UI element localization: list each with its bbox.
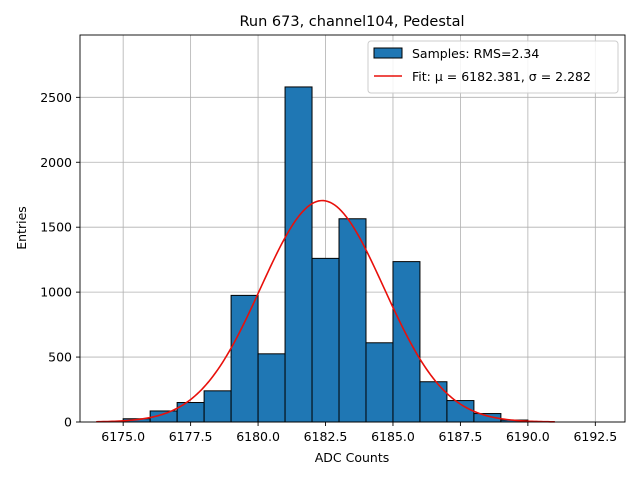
y-tick-label: 1000 xyxy=(40,285,72,300)
y-tick-label: 1500 xyxy=(40,220,72,235)
gaussian-fit-curve xyxy=(96,199,555,423)
legend-label-fit: Fit: μ = 6182.381, σ = 2.282 xyxy=(412,69,591,84)
x-tick-label: 6180.0 xyxy=(236,429,280,444)
y-tick-label: 0 xyxy=(64,415,72,430)
y-tick-label: 2000 xyxy=(40,155,72,170)
x-tick-label: 6185.0 xyxy=(371,429,415,444)
chart-title: Run 673, channel104, Pedestal xyxy=(239,14,464,30)
y-axis-label: Entries xyxy=(14,206,29,250)
legend: Samples: RMS=2.34 Fit: μ = 6182.381, σ =… xyxy=(367,40,619,94)
histogram-bar xyxy=(338,218,367,423)
histogram-bar xyxy=(203,390,232,423)
x-tick-label: 6182.5 xyxy=(304,429,348,444)
y-tick-label: 500 xyxy=(48,350,72,365)
histogram-bar xyxy=(257,353,286,423)
y-axis-ticks: 0 500 1000 1500 2000 2500 xyxy=(40,90,80,430)
x-tick-label: 6175.0 xyxy=(101,429,145,444)
histogram-bar xyxy=(365,342,394,423)
histogram-bar xyxy=(230,294,259,423)
x-tick-label: 6192.5 xyxy=(573,429,617,444)
x-tick-label: 6177.5 xyxy=(169,429,213,444)
y-tick-label: 2500 xyxy=(40,90,72,105)
plot-area-frame xyxy=(79,34,626,423)
histogram-bar xyxy=(284,86,313,423)
histogram-bar xyxy=(392,261,421,423)
legend-swatch-samples xyxy=(373,47,403,59)
legend-box xyxy=(367,40,619,94)
histogram-bar xyxy=(419,381,448,423)
histogram-bar xyxy=(311,257,340,423)
legend-label-samples: Samples: RMS=2.34 xyxy=(412,46,539,61)
fit-curve-layer xyxy=(96,199,555,423)
x-tick-label: 6190.0 xyxy=(506,429,550,444)
x-tick-label: 6187.5 xyxy=(439,429,483,444)
x-axis-ticks: 6175.0 6177.5 6180.0 6182.5 6185.0 6187.5 6190… xyxy=(101,422,617,444)
x-axis-label: ADC Counts xyxy=(315,450,390,465)
